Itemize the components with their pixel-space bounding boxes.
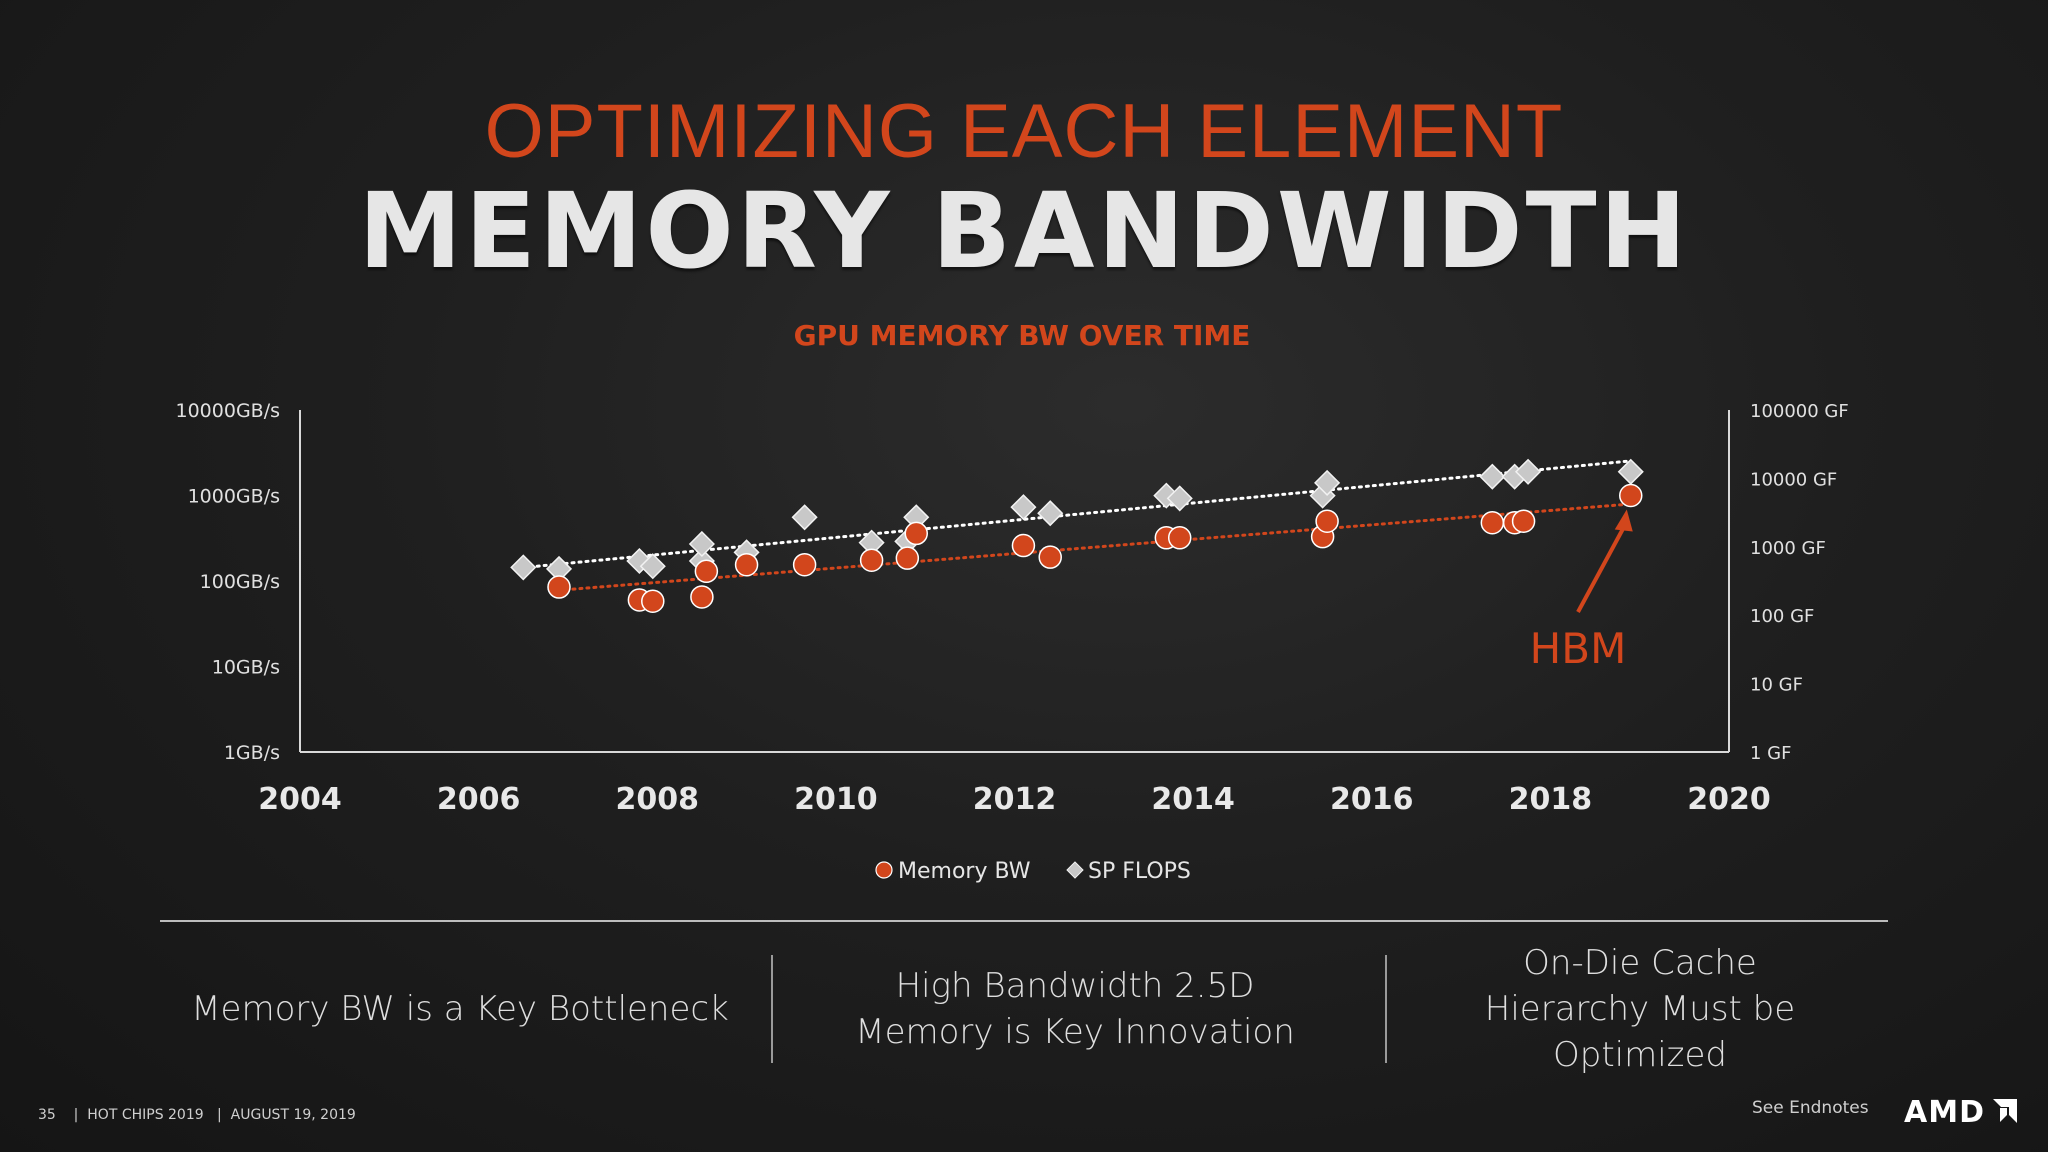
sp-flops-point bbox=[639, 553, 666, 580]
right-tick-label: 1000 GF bbox=[1750, 538, 1826, 559]
x-tick-label: 2010 bbox=[794, 782, 878, 817]
left-tick-label: 10000GB/s bbox=[176, 400, 281, 422]
legend-sp-flops-label: SP FLOPS bbox=[1088, 859, 1191, 884]
amd-logo: AMD bbox=[1904, 1092, 2019, 1132]
page-number: 35 bbox=[38, 1107, 56, 1123]
right-tick-label: 10000 GF bbox=[1750, 469, 1837, 490]
memory-bw-point bbox=[895, 546, 920, 570]
left-tick-label: 100GB/s bbox=[200, 571, 280, 593]
section-divider bbox=[160, 920, 1888, 922]
chart-title: GPU MEMORY BW OVER TIME bbox=[794, 319, 1251, 352]
hbm-annotation: HBM bbox=[1530, 624, 1627, 673]
hbm-arrow-shaft bbox=[1576, 524, 1627, 613]
amd-arrow-icon bbox=[1992, 1099, 2017, 1123]
memory-bw-point bbox=[734, 552, 759, 577]
key-point-bottleneck: Memory BW is a Key Bottleneck bbox=[191, 989, 729, 1029]
footer-separator: | bbox=[217, 1107, 222, 1123]
key-point-cache: On-Die Cache Hierarchy Must be Optimized bbox=[1484, 943, 1796, 1075]
memory-bw-point bbox=[690, 585, 714, 609]
x-tick-label: 2006 bbox=[437, 782, 521, 817]
memory-bw-point bbox=[1480, 511, 1505, 535]
x-tick-label: 2016 bbox=[1330, 782, 1414, 817]
left-tick-label: 1GB/s bbox=[224, 742, 280, 764]
sp-flops-point bbox=[1514, 458, 1542, 485]
footer-separator: | bbox=[73, 1107, 79, 1123]
sp-flops-point bbox=[1010, 494, 1037, 521]
x-tick-label: 2018 bbox=[1509, 782, 1593, 817]
slide-title: MEMORY BANDWIDTH bbox=[358, 170, 1690, 292]
sp-flops-point bbox=[1479, 463, 1506, 490]
see-endnotes-link[interactable]: See Endnotes bbox=[1752, 1098, 1869, 1118]
memory-bw-point bbox=[792, 552, 817, 577]
memory-bw-point bbox=[1315, 509, 1339, 533]
memory-bw-point bbox=[547, 575, 571, 599]
event-name: HOT CHIPS 2019 bbox=[87, 1107, 204, 1123]
x-tick-label: 2008 bbox=[616, 782, 700, 817]
x-tick-label: 2012 bbox=[973, 782, 1057, 817]
sp-flops-point bbox=[1037, 500, 1064, 527]
memory-bw-point bbox=[1011, 533, 1036, 558]
legend-memory-bw-marker bbox=[875, 861, 893, 879]
sp-flops-point bbox=[1166, 485, 1193, 512]
memory-bw-point bbox=[1038, 545, 1062, 569]
x-tick-label: 2020 bbox=[1687, 782, 1771, 817]
memory-bw-point bbox=[1167, 526, 1192, 550]
memory-bw-point bbox=[1619, 483, 1643, 508]
right-tick-label: 100 GF bbox=[1750, 606, 1814, 627]
legend-sp-flops-marker bbox=[1066, 861, 1084, 879]
sp-flops-point bbox=[1314, 469, 1341, 496]
key-point-hbm: High Bandwidth 2.5D Memory is Key Innova… bbox=[855, 966, 1295, 1052]
gpu-memory-bw-chart: GPU MEMORY BW OVER TIME 2004 2006 2008 2010… bbox=[176, 319, 1849, 884]
right-tick-label: 1 GF bbox=[1750, 743, 1791, 764]
sp-flops-trendline bbox=[521, 459, 1633, 570]
memory-bw-trendline bbox=[557, 502, 1633, 592]
logo-wordmark: AMD bbox=[1904, 1094, 1985, 1130]
x-tick-label: 2014 bbox=[1151, 782, 1235, 817]
legend-memory-bw-label: Memory BW bbox=[898, 859, 1031, 884]
left-tick-label: 1000GB/s bbox=[188, 486, 280, 508]
memory-bw-point bbox=[694, 559, 719, 584]
right-tick-label: 100000 GF bbox=[1750, 401, 1849, 422]
hbm-arrow-head bbox=[1614, 509, 1633, 532]
memory-bw-point bbox=[859, 548, 884, 572]
sp-flops-point bbox=[688, 530, 715, 558]
slide-kicker: OPTIMIZING EACH ELEMENT bbox=[484, 89, 1564, 174]
sp-flops-point bbox=[510, 554, 537, 581]
right-tick-label: 10 GF bbox=[1750, 675, 1803, 696]
slide-footer: 35 | HOT CHIPS 2019 | AUGUST 19, 2019 bbox=[38, 1107, 356, 1123]
memory-bw-point bbox=[1511, 509, 1536, 533]
memory-bw-point bbox=[904, 521, 929, 546]
sp-flops-point bbox=[1617, 458, 1644, 485]
sp-flops-point bbox=[791, 504, 818, 531]
x-tick-label: 2004 bbox=[258, 782, 342, 817]
column-divider bbox=[771, 955, 773, 1063]
event-date: AUGUST 19, 2019 bbox=[230, 1107, 356, 1123]
memory-bw-point bbox=[641, 589, 665, 613]
left-tick-label: 10GB/s bbox=[212, 657, 280, 679]
column-divider bbox=[1385, 955, 1387, 1063]
